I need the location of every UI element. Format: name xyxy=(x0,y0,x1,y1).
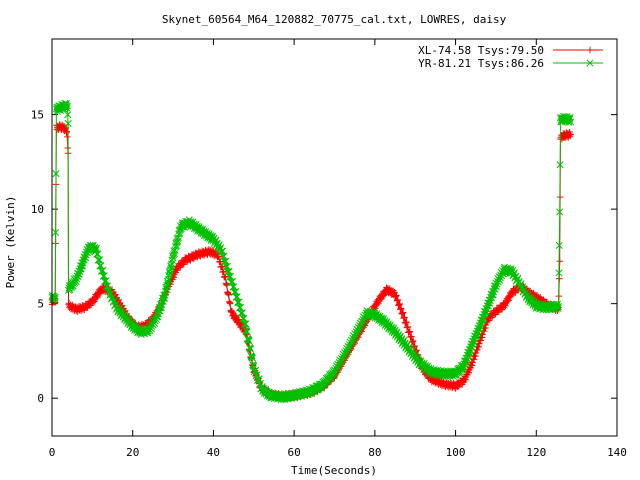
data-point xyxy=(92,244,100,252)
y-tick-label: 15 xyxy=(31,109,44,122)
data-point xyxy=(236,303,245,312)
x-tick-label: 80 xyxy=(368,446,381,459)
data-point xyxy=(160,291,168,299)
data-point xyxy=(554,304,562,312)
data-point xyxy=(399,309,407,316)
data-point xyxy=(64,119,72,127)
data-point xyxy=(63,102,71,110)
data-point xyxy=(52,170,60,178)
data-point xyxy=(238,309,246,317)
y-tick-label: 10 xyxy=(31,203,44,216)
data-point xyxy=(64,111,72,119)
data-point xyxy=(556,258,563,265)
y-tick-label: 5 xyxy=(37,298,44,311)
data-point xyxy=(469,340,477,349)
data-point xyxy=(162,283,170,291)
data-point xyxy=(163,277,171,285)
data-point xyxy=(567,131,574,138)
data-point xyxy=(51,295,59,303)
data-point xyxy=(408,333,415,340)
data-point xyxy=(567,118,575,126)
legend-marker xyxy=(586,46,594,54)
data-point xyxy=(246,345,255,353)
data-point xyxy=(394,296,402,304)
data-point xyxy=(154,313,162,321)
data-point xyxy=(226,300,234,307)
data-point xyxy=(554,302,563,311)
plot-frame xyxy=(51,38,618,437)
data-point xyxy=(393,292,400,299)
data-point xyxy=(167,262,175,270)
data-point xyxy=(556,161,564,169)
data-point xyxy=(75,270,83,278)
x-tick-label: 0 xyxy=(49,446,56,459)
data-point xyxy=(404,323,412,331)
data-point xyxy=(555,269,563,277)
series-yr xyxy=(48,99,575,404)
data-point xyxy=(479,316,487,324)
y-tick-label: 0 xyxy=(37,392,44,405)
x-axis-label: Time(Seconds) xyxy=(291,464,377,477)
y-axis-label: Power (Kelvin) xyxy=(4,196,17,289)
data-point xyxy=(82,254,90,262)
data-point xyxy=(476,325,484,333)
legend-label: XL-74.58 Tsys:79.50 xyxy=(418,44,544,57)
x-tick-label: 40 xyxy=(207,446,220,459)
data-point xyxy=(401,314,408,321)
data-point xyxy=(225,291,232,299)
chart-title: Skynet_60564_M64_120882_70775_cal.txt, L… xyxy=(162,13,507,26)
data-point xyxy=(555,241,563,249)
data-point xyxy=(396,300,403,308)
data-point xyxy=(62,102,70,110)
data-point xyxy=(160,294,169,302)
data-point xyxy=(95,256,104,264)
data-point xyxy=(472,333,481,341)
data-point xyxy=(556,208,564,216)
data-point xyxy=(403,318,410,326)
data-point xyxy=(51,293,59,301)
legend-label: YR-81.21 Tsys:86.26 xyxy=(418,57,544,70)
data-point xyxy=(233,293,241,301)
axis-ticks: 0 20 40 60 80 100 120 140 0 5 10 15 xyxy=(31,39,627,459)
x-tick-label: 120 xyxy=(526,446,546,459)
x-tick-label: 100 xyxy=(446,446,466,459)
x-tick-label: 60 xyxy=(288,446,301,459)
data-point xyxy=(64,133,71,141)
data-point xyxy=(398,305,405,312)
data-point xyxy=(462,357,471,365)
data-point xyxy=(410,337,417,345)
series-layer xyxy=(48,99,575,404)
data-point xyxy=(94,250,102,258)
data-point xyxy=(245,337,253,345)
data-point xyxy=(466,349,474,357)
legend-marker xyxy=(586,59,594,67)
data-point xyxy=(243,328,251,336)
data-point xyxy=(165,268,173,276)
data-point xyxy=(78,262,87,270)
x-tick-label: 20 xyxy=(126,446,139,459)
data-point xyxy=(52,228,60,236)
data-point xyxy=(223,282,231,289)
data-point xyxy=(235,298,243,306)
data-point xyxy=(489,291,497,299)
data-point xyxy=(486,299,494,307)
data-point xyxy=(482,308,490,316)
data-point xyxy=(406,328,414,335)
data-point xyxy=(157,303,165,311)
data-point xyxy=(242,320,250,328)
x-tick-label: 140 xyxy=(607,446,627,459)
data-point xyxy=(240,314,248,322)
data-point xyxy=(248,354,256,362)
data-point xyxy=(72,278,80,286)
data-point xyxy=(63,104,71,112)
